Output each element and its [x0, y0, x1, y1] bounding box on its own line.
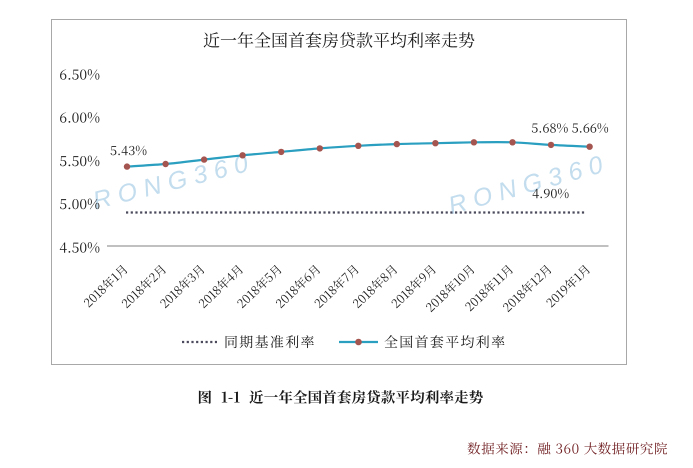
svg-text:同期基准利率: 同期基准利率: [224, 332, 316, 352]
svg-text:6.00%: 6.00%: [59, 108, 100, 128]
svg-text:5.43%: 5.43%: [110, 140, 147, 159]
svg-text:6.50%: 6.50%: [59, 65, 100, 85]
svg-text:5.68% 5.66%: 5.68% 5.66%: [531, 117, 609, 136]
svg-text:图 1-1 近一年全国首套房贷款平均利率走势: 图 1-1 近一年全国首套房贷款平均利率走势: [198, 387, 484, 408]
svg-text:近一年全国首套房贷款平均利率走势: 近一年全国首套房贷款平均利率走势: [203, 27, 475, 52]
svg-text:全国首套平均利率: 全国首套平均利率: [384, 332, 506, 352]
svg-text:5.00%: 5.00%: [59, 194, 100, 214]
svg-text:4.50%: 4.50%: [59, 238, 100, 258]
svg-text:数据来源：融 360 大数据研究院: 数据来源：融 360 大数据研究院: [467, 437, 668, 457]
svg-text:5.50%: 5.50%: [59, 151, 100, 171]
svg-text:4.90%: 4.90%: [532, 183, 569, 202]
